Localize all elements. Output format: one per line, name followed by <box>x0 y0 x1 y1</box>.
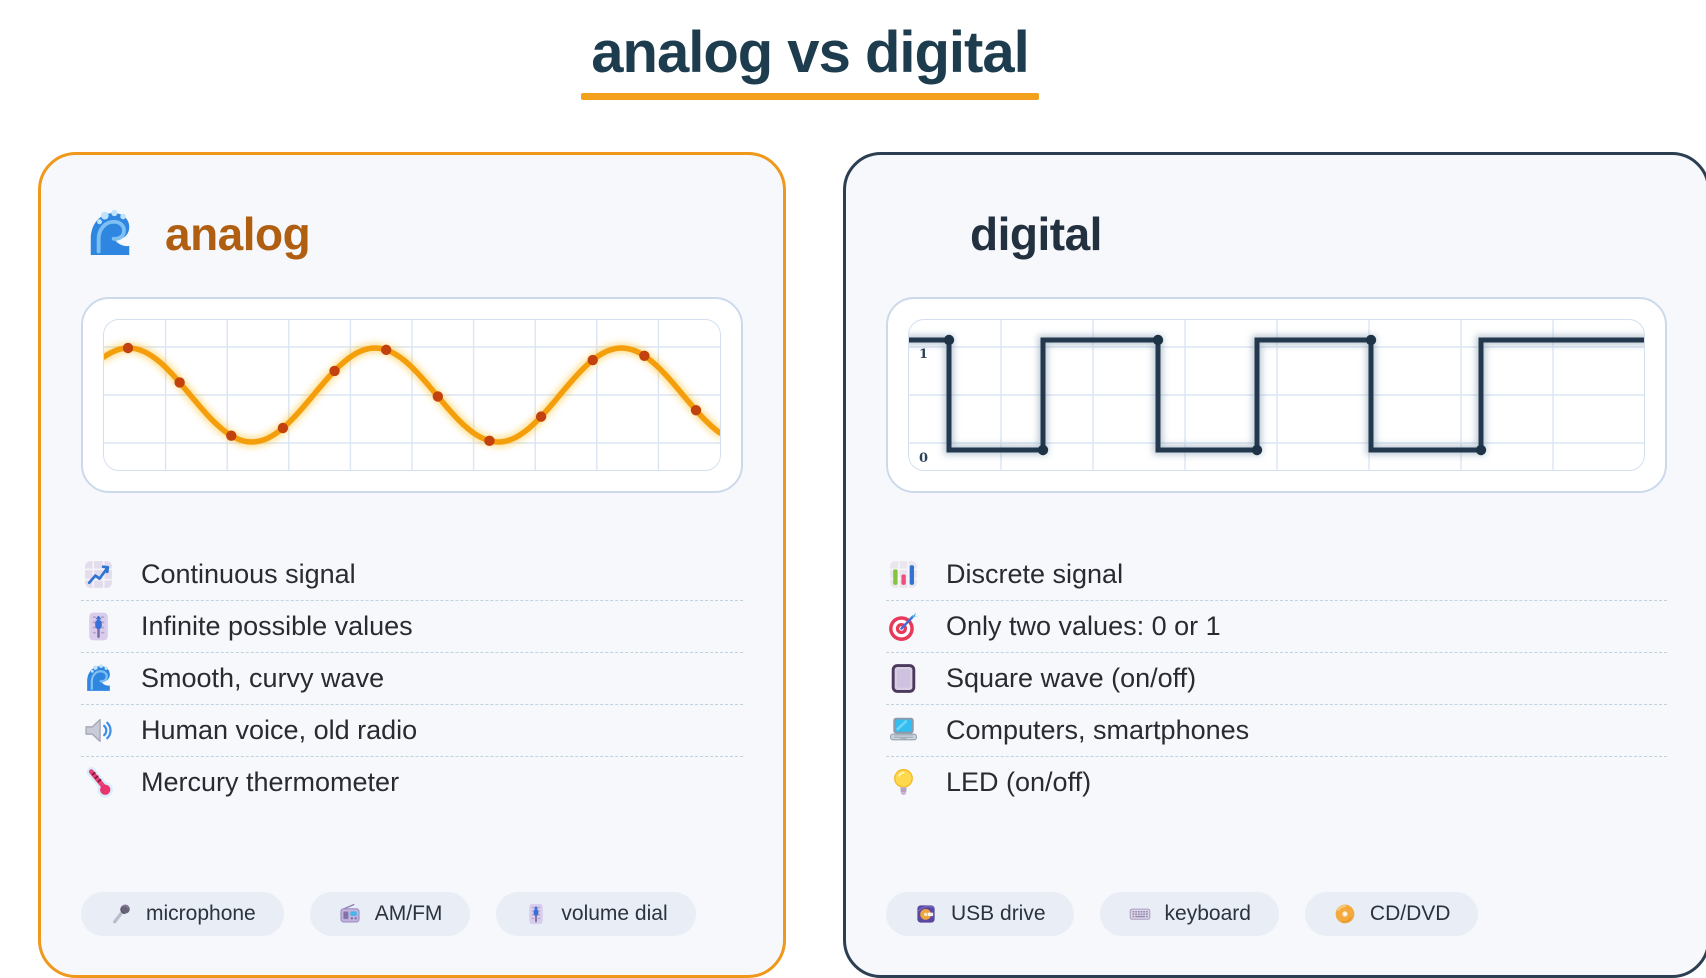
bar-chart-icon <box>889 561 917 588</box>
feature-row: Only two values: 0 or 1 <box>886 601 1667 653</box>
feature-label: LED (on/off) <box>946 767 1092 797</box>
analog-examples-pills: microphone AM/FM volume dial <box>81 892 743 936</box>
water-wave-icon <box>90 209 130 255</box>
water-wave-icon <box>86 664 110 691</box>
feature-icon-slot <box>81 714 115 748</box>
usb-drive-icon <box>917 905 935 923</box>
pill-label: microphone <box>146 902 256 925</box>
bulb-icon <box>893 768 913 795</box>
feature-icon-slot <box>81 610 115 644</box>
example-pill: microphone <box>81 892 284 936</box>
example-pill: USB drive <box>886 892 1074 936</box>
feature-icon-slot <box>81 766 115 800</box>
microphone-icon <box>113 904 130 924</box>
example-pill: keyboard <box>1099 892 1279 936</box>
digital-examples-pills: USB drive keyboard CD/DVD <box>886 892 1667 936</box>
feature-label: Only two values: 0 or 1 <box>946 611 1221 641</box>
example-pill: CD/DVD <box>1304 892 1479 936</box>
feature-label: Square wave (on/off) <box>946 663 1197 693</box>
feature-label: Mercury thermometer <box>141 767 400 797</box>
feature-label: Computers, smartphones <box>946 715 1250 745</box>
analog-header-icon-slot <box>81 205 139 263</box>
feature-row: Continuous signal <box>81 549 743 601</box>
analog-card: analog Continuous signal Infinite possib… <box>38 152 786 978</box>
pill-label: CD/DVD <box>1369 902 1451 925</box>
feature-row: Mercury thermometer <box>81 757 743 808</box>
svg-text:1: 1 <box>919 347 928 362</box>
feature-label: Infinite possible values <box>141 611 413 641</box>
pill-icon-slot <box>1333 902 1357 926</box>
feature-label: Human voice, old radio <box>141 715 418 745</box>
speaker-icon <box>84 718 112 743</box>
analog-card-header: analog <box>81 195 743 273</box>
example-pill: volume dial <box>496 892 696 936</box>
square-icon <box>891 664 915 693</box>
pill-icon-slot <box>109 902 133 926</box>
pill-icon-slot <box>1128 902 1152 926</box>
feature-icon-slot <box>886 766 920 800</box>
chart-increasing-icon <box>84 561 112 588</box>
feature-row: Discrete signal <box>886 549 1667 601</box>
keyboard-icon <box>1129 908 1150 920</box>
feature-label: Smooth, curvy wave <box>141 663 385 693</box>
pill-label: AM/FM <box>374 902 443 925</box>
feature-icon-slot <box>886 558 920 592</box>
feature-icon-slot <box>886 662 920 696</box>
feature-label: Continuous signal <box>141 559 356 589</box>
feature-row: Square wave (on/off) <box>886 653 1667 705</box>
digital-card-header: digital <box>886 195 1667 273</box>
digital-card-title: digital <box>970 208 1102 260</box>
pill-label: USB drive <box>951 902 1046 925</box>
analog-chart-frame <box>103 319 721 471</box>
svg-text:0: 0 <box>919 451 928 466</box>
example-pill: AM/FM <box>309 892 471 936</box>
digital-header-icon-slot <box>886 205 944 263</box>
pill-icon-slot <box>914 902 938 926</box>
cd-icon <box>1335 904 1355 924</box>
digital-features-list: Discrete signal Only two values: 0 or 1 … <box>886 549 1667 808</box>
target-icon <box>888 612 919 641</box>
feature-icon-slot <box>81 662 115 696</box>
feature-icon-slot <box>886 610 920 644</box>
analog-signal-chart <box>104 320 720 470</box>
digital-signal-chart: 10 <box>909 320 1644 470</box>
feature-row: Infinite possible values <box>81 601 743 653</box>
page-title: analog vs digital <box>591 20 1029 85</box>
feature-row: Human voice, old radio <box>81 705 743 757</box>
feature-row: Smooth, curvy wave <box>81 653 743 705</box>
pill-label: keyboard <box>1164 902 1251 925</box>
thermometer-icon <box>86 767 113 798</box>
pill-icon-slot <box>524 902 548 926</box>
feature-icon-slot <box>886 714 920 748</box>
zap-icon <box>897 207 933 261</box>
pill-label: volume dial <box>561 902 668 925</box>
page-header: analog vs digital <box>0 0 1620 100</box>
feature-icon-slot <box>81 558 115 592</box>
feature-row: LED (on/off) <box>886 757 1667 808</box>
analog-card-title: analog <box>165 208 311 260</box>
feature-label: Discrete signal <box>946 559 1124 589</box>
level-slider-icon <box>529 903 544 925</box>
level-slider-icon <box>88 612 108 641</box>
laptop-icon <box>889 717 917 741</box>
analog-features-list: Continuous signal Infinite possible valu… <box>81 549 743 808</box>
analog-chart-panel <box>81 297 743 493</box>
pill-icon-slot <box>338 902 362 926</box>
radio-icon <box>340 903 360 923</box>
title-underline <box>581 92 1039 100</box>
feature-row: Computers, smartphones <box>886 705 1667 757</box>
